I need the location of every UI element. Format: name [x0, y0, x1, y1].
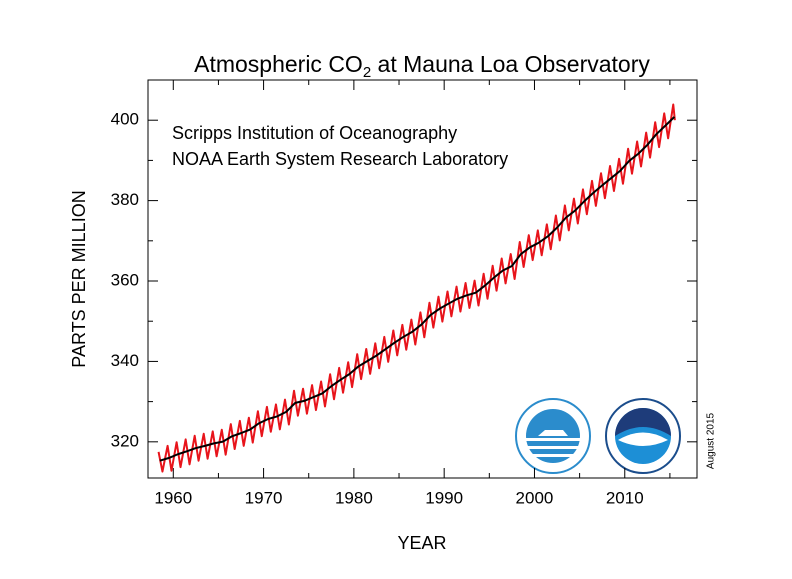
x-tick-label: 1960	[154, 488, 192, 507]
y-tick-label: 360	[111, 270, 139, 289]
x-tick-label: 1980	[335, 488, 373, 507]
y-tick-label: 320	[111, 431, 139, 450]
noaa-logo	[605, 398, 681, 474]
y-tick-label: 340	[111, 351, 139, 370]
title-rest: at Mauna Loa Observatory	[371, 51, 650, 77]
x-tick-label: 2010	[606, 488, 644, 507]
title-main: Atmospheric CO	[194, 51, 363, 77]
x-tick-label: 1970	[245, 488, 283, 507]
data-line	[159, 116, 676, 462]
y-axis-label: PARTS PER MILLION	[69, 190, 89, 367]
x-axis-label: YEAR	[397, 533, 446, 553]
y-tick-label: 400	[111, 110, 139, 129]
x-tick-label: 1990	[425, 488, 463, 507]
annotation: Scripps Institution of Oceanography	[172, 123, 457, 143]
annotation: NOAA Earth System Research Laboratory	[172, 149, 508, 169]
scripps-logo	[515, 398, 591, 474]
x-tick-label: 2000	[516, 488, 554, 507]
y-tick-label: 380	[111, 190, 139, 209]
title-subscript: 2	[363, 64, 371, 81]
chart-title: Atmospheric CO2 at Mauna Loa Observatory	[194, 51, 650, 81]
date-note: August 2015	[706, 412, 717, 469]
plot-frame	[147, 79, 698, 479]
